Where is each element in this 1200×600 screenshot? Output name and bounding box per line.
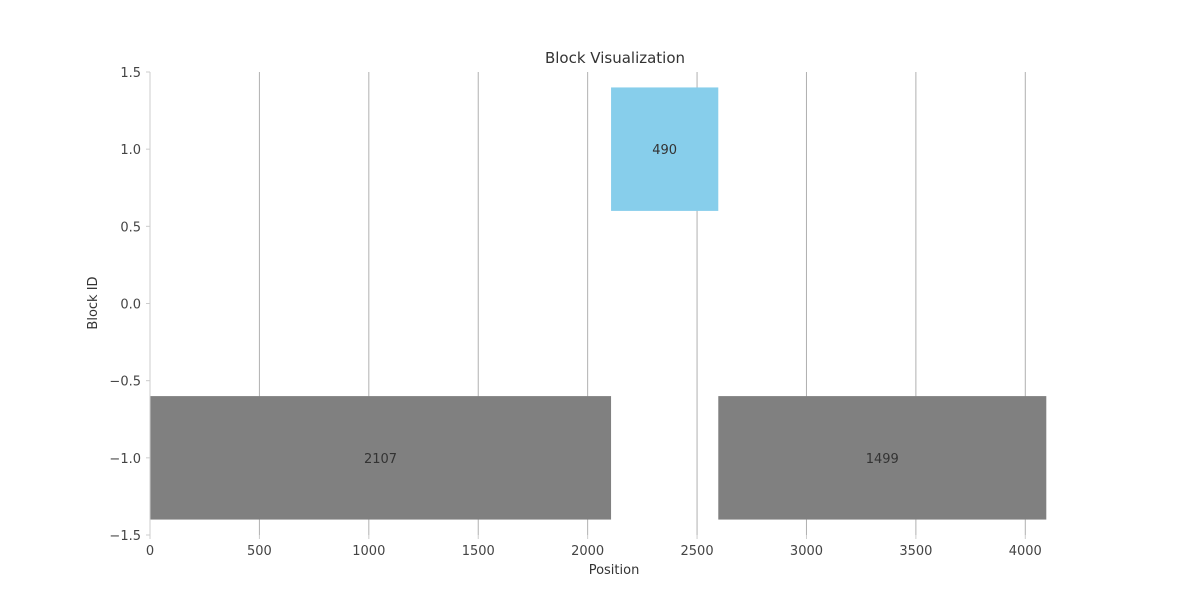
x-tick-label: 2000 xyxy=(571,544,604,559)
x-tick-label: 4000 xyxy=(1009,544,1042,559)
block-bar xyxy=(718,396,1047,520)
block-label: 490 xyxy=(652,143,677,158)
x-tick-label: 3000 xyxy=(790,544,823,559)
block-label: 2107 xyxy=(364,452,397,467)
x-tick-label: 500 xyxy=(247,544,272,559)
block-bar xyxy=(150,396,612,520)
x-tick-label: 0 xyxy=(146,544,154,559)
block-bar xyxy=(611,87,719,211)
bars-layer: 2107 490 1499 xyxy=(150,87,1047,520)
x-tick-label: 3500 xyxy=(899,544,932,559)
y-tick-label: 0.5 xyxy=(120,220,141,235)
y-tick-label: 0.0 xyxy=(120,298,141,313)
ticks-layer: 0 500 1000 1500 2000 2500 3000 3500 4000 −1.5 −1.0… xyxy=(109,66,1041,559)
x-axis-label: Position xyxy=(589,563,640,578)
block-label: 1499 xyxy=(866,452,899,467)
x-tick-label: 1500 xyxy=(462,544,495,559)
y-tick-label: −0.5 xyxy=(109,375,141,390)
y-tick-label: −1.5 xyxy=(109,529,141,544)
y-tick-label: 1.5 xyxy=(120,66,141,81)
chart-title: Block Visualization xyxy=(545,49,685,67)
y-axis-label: Block ID xyxy=(86,276,101,329)
y-tick-label: 1.0 xyxy=(120,143,141,158)
x-tick-label: 2500 xyxy=(681,544,714,559)
y-tick-label: −1.0 xyxy=(109,452,141,467)
x-tick-label: 1000 xyxy=(352,544,385,559)
